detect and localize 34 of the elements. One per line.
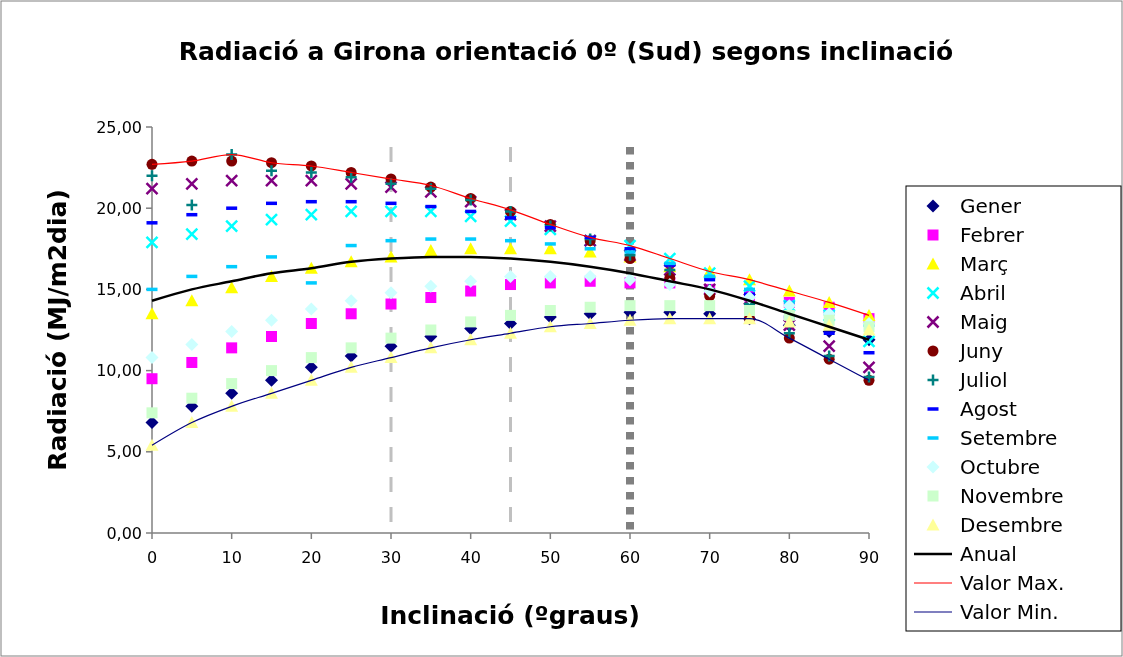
legend-label: Juny: [958, 339, 1004, 363]
y-tick-label: 10,00: [96, 361, 142, 381]
legend-label: Valor Max.: [960, 571, 1065, 595]
y-tick-label: 15,00: [96, 280, 142, 299]
legend-label: Anual: [960, 542, 1017, 566]
legend-label: Desembre: [960, 513, 1063, 537]
x-tick-label: 20: [301, 548, 322, 567]
y-axis-title: Radiació (MJ/m2dia): [43, 189, 72, 471]
legend-label: Agost: [960, 397, 1018, 421]
x-tick-label: 60: [619, 548, 641, 567]
legend-label: Febrer: [960, 223, 1025, 247]
x-axis-title: Inclinació (ºgraus): [380, 601, 640, 630]
legend-label: Abril: [960, 281, 1006, 305]
legend-label: Juliol: [958, 368, 1008, 392]
x-tick-label: 80: [779, 548, 800, 567]
y-tick-label: 25,00: [96, 117, 142, 137]
legend-label: Març: [960, 252, 1009, 276]
x-tick-label: 70: [699, 548, 720, 567]
legend-label: Valor Min.: [960, 600, 1059, 624]
x-tick-label: 0: [146, 548, 158, 567]
chart-title: Radiació a Girona orientació 0º (Sud) segons inclinació: [178, 37, 954, 66]
x-tick-label: 30: [380, 548, 402, 567]
y-tick-label: 20,00: [96, 198, 142, 218]
x-tick-label: 40: [460, 548, 481, 567]
legend-label: Gener: [960, 194, 1022, 218]
x-tick-label: 90: [858, 548, 880, 567]
legend-label: Maig: [960, 310, 1008, 334]
legend-label: Novembre: [960, 484, 1064, 508]
y-tick-label: 5,00: [106, 442, 142, 462]
y-tick-label: 0,00: [106, 523, 142, 543]
legend-label: Octubre: [960, 455, 1041, 479]
legend-label: Setembre: [960, 426, 1058, 450]
x-tick-label: 10: [221, 548, 242, 567]
x-tick-label: 50: [540, 548, 561, 567]
